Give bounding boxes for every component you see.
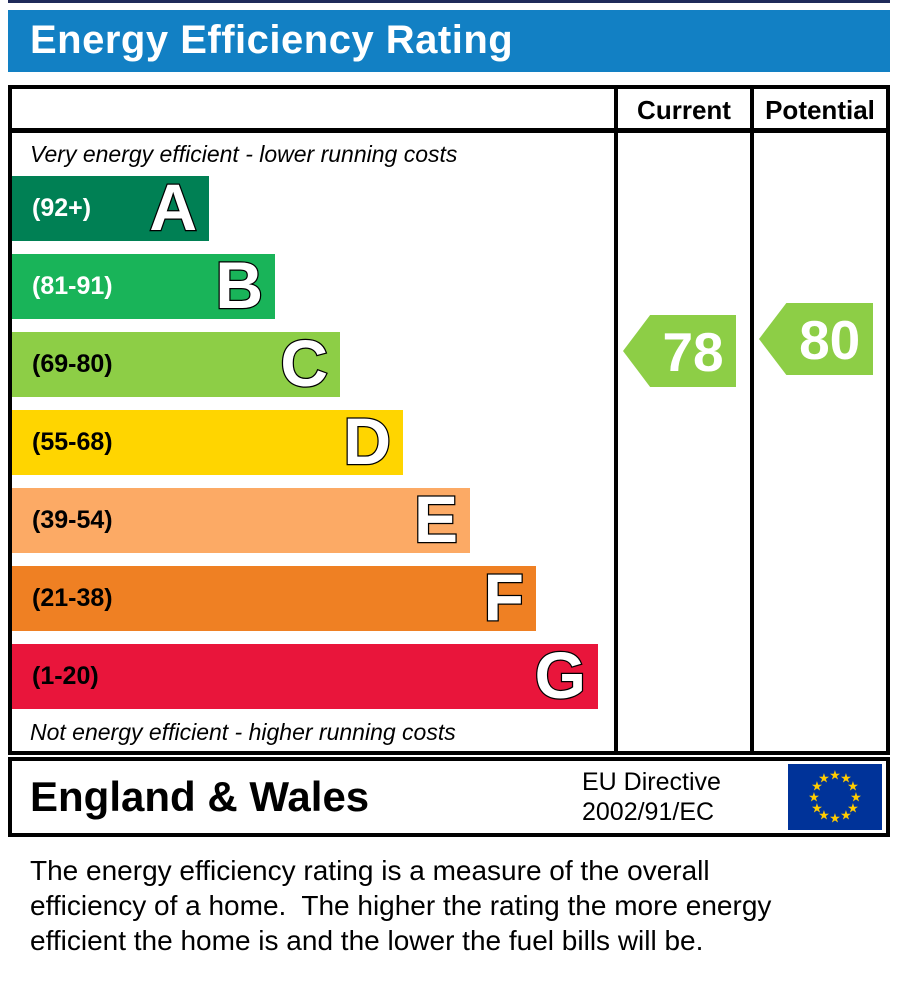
column-divider-potential: [750, 89, 754, 751]
band-b: (81-91) B: [12, 248, 275, 322]
band-g-range: (1-20): [32, 662, 99, 690]
top-border-line: [8, 0, 890, 3]
band-e-letter: E: [413, 482, 460, 556]
eu-flag-icon: ★ ★ ★ ★ ★ ★ ★ ★ ★ ★ ★ ★: [788, 764, 882, 830]
eu-flag-star-icon: ★: [818, 770, 830, 786]
rating-chart: Current Potential Very energy efficient …: [8, 85, 890, 755]
eu-directive-line2: 2002/91/EC: [582, 798, 715, 826]
eu-flag-star-icon: ★: [850, 789, 862, 805]
band-d-range: (55-68): [32, 428, 113, 456]
eu-flag-star-icon: ★: [847, 800, 859, 816]
band-g-letter: G: [533, 638, 587, 712]
eu-flag-star-icon: ★: [847, 778, 859, 794]
footer: England & Wales EU Directive 2002/91/EC …: [8, 757, 890, 837]
column-header-current: Current: [637, 95, 731, 125]
description-line-3: efficient the home is and the lower the …: [30, 925, 704, 956]
band-c: (69-80) C: [12, 326, 340, 400]
band-a: (92+) A: [12, 170, 209, 244]
band-a-letter: A: [148, 170, 198, 244]
column-divider-current: [614, 89, 618, 751]
caption-not-efficient: Not energy efficient - higher running co…: [30, 719, 456, 745]
eu-flag-star-icon: ★: [840, 807, 852, 823]
page-title: Energy Efficiency Rating: [30, 18, 514, 62]
eu-directive-line1: EU Directive: [582, 768, 721, 796]
band-d: (55-68) D: [12, 404, 403, 478]
eu-flag-star-icon: ★: [811, 800, 823, 816]
band-e-range: (39-54): [32, 506, 113, 534]
eu-directive-label: EU Directive 2002/91/EC: [582, 767, 721, 827]
band-d-letter: D: [342, 404, 392, 478]
band-f-letter: F: [482, 560, 525, 634]
band-e: (39-54) E: [12, 482, 470, 556]
eu-flag-star-icon: ★: [840, 770, 852, 786]
band-b-letter: B: [214, 248, 264, 322]
description-line-2: efficiency of a home. The higher the rat…: [30, 890, 772, 921]
potential-rating-arrow-icon: 80: [759, 303, 873, 375]
eu-flag-star-icon: ★: [829, 810, 841, 826]
description-line-1: The energy efficiency rating is a measur…: [30, 855, 710, 886]
eu-flag-star-icon: ★: [808, 789, 820, 805]
column-header-potential: Potential: [765, 95, 875, 125]
band-g: (1-20) G: [12, 638, 598, 712]
band-c-range: (69-80): [32, 350, 113, 378]
caption-very-efficient: Very energy efficient - lower running co…: [30, 141, 458, 167]
band-f: (21-38) F: [12, 560, 536, 634]
band-b-range: (81-91): [32, 272, 113, 300]
current-rating-arrow-icon: 78: [623, 315, 736, 387]
potential-rating-value: 80: [799, 309, 861, 371]
band-c-letter: C: [279, 326, 329, 400]
header-underline: [12, 128, 886, 133]
band-a-range: (92+): [32, 194, 92, 222]
band-f-range: (21-38): [32, 584, 113, 612]
eu-flag-star-icon: ★: [829, 767, 841, 783]
eu-flag-star-icon: ★: [818, 807, 830, 823]
region-label: England & Wales: [30, 773, 370, 820]
description-text: The energy efficiency rating is a measur…: [30, 853, 880, 958]
eu-flag-star-icon: ★: [811, 778, 823, 794]
title-banner: Energy Efficiency Rating: [8, 10, 890, 72]
current-rating-value: 78: [662, 321, 724, 383]
